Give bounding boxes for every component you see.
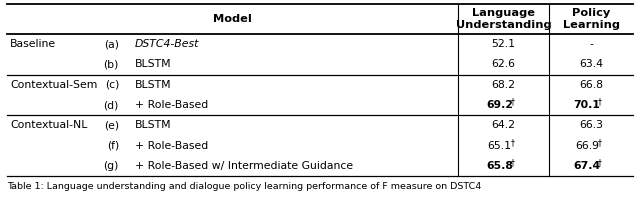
Text: + Role-Based w/ Intermediate Guidance: + Role-Based w/ Intermediate Guidance [135, 161, 353, 171]
Text: BLSTM: BLSTM [135, 120, 172, 130]
Text: BLSTM: BLSTM [135, 59, 172, 69]
Text: (e): (e) [104, 120, 119, 130]
Text: 69.2: 69.2 [486, 100, 513, 110]
Text: + Role-Based: + Role-Based [135, 141, 208, 151]
Text: (c): (c) [104, 80, 119, 90]
Text: 66.9: 66.9 [575, 141, 599, 151]
Text: 66.3: 66.3 [579, 120, 603, 130]
Text: †: † [598, 158, 602, 167]
Text: †: † [598, 98, 602, 107]
Text: †: † [511, 158, 515, 167]
Text: 66.8: 66.8 [579, 80, 603, 90]
Text: (f): (f) [107, 141, 119, 151]
Text: 64.2: 64.2 [492, 120, 515, 130]
Text: (g): (g) [104, 161, 119, 171]
Text: Baseline: Baseline [10, 39, 56, 49]
Text: Language
Understanding: Language Understanding [456, 8, 551, 30]
Text: †: † [598, 138, 602, 147]
Text: 62.6: 62.6 [492, 59, 515, 69]
Text: Table 1: Language understanding and dialogue policy learning performance of F me: Table 1: Language understanding and dial… [7, 182, 481, 191]
Text: 63.4: 63.4 [579, 59, 603, 69]
Text: Model: Model [213, 14, 252, 24]
Text: 67.4: 67.4 [573, 161, 600, 171]
Text: Contextual-NL: Contextual-NL [10, 120, 88, 130]
Text: †: † [511, 138, 515, 147]
Text: DSTC4-Best: DSTC4-Best [135, 39, 200, 49]
Text: 65.8: 65.8 [486, 161, 513, 171]
Text: Policy
Learning: Policy Learning [563, 8, 620, 30]
Text: †: † [511, 98, 515, 107]
Text: 52.1: 52.1 [492, 39, 515, 49]
Text: -: - [589, 39, 593, 49]
Text: Contextual-Sem: Contextual-Sem [10, 80, 97, 90]
Text: + Role-Based: + Role-Based [135, 100, 208, 110]
Text: (a): (a) [104, 39, 119, 49]
Text: (b): (b) [104, 59, 119, 69]
Text: BLSTM: BLSTM [135, 80, 172, 90]
Text: 65.1: 65.1 [488, 141, 511, 151]
Text: 68.2: 68.2 [492, 80, 515, 90]
Text: 70.1: 70.1 [573, 100, 600, 110]
Text: (d): (d) [104, 100, 119, 110]
